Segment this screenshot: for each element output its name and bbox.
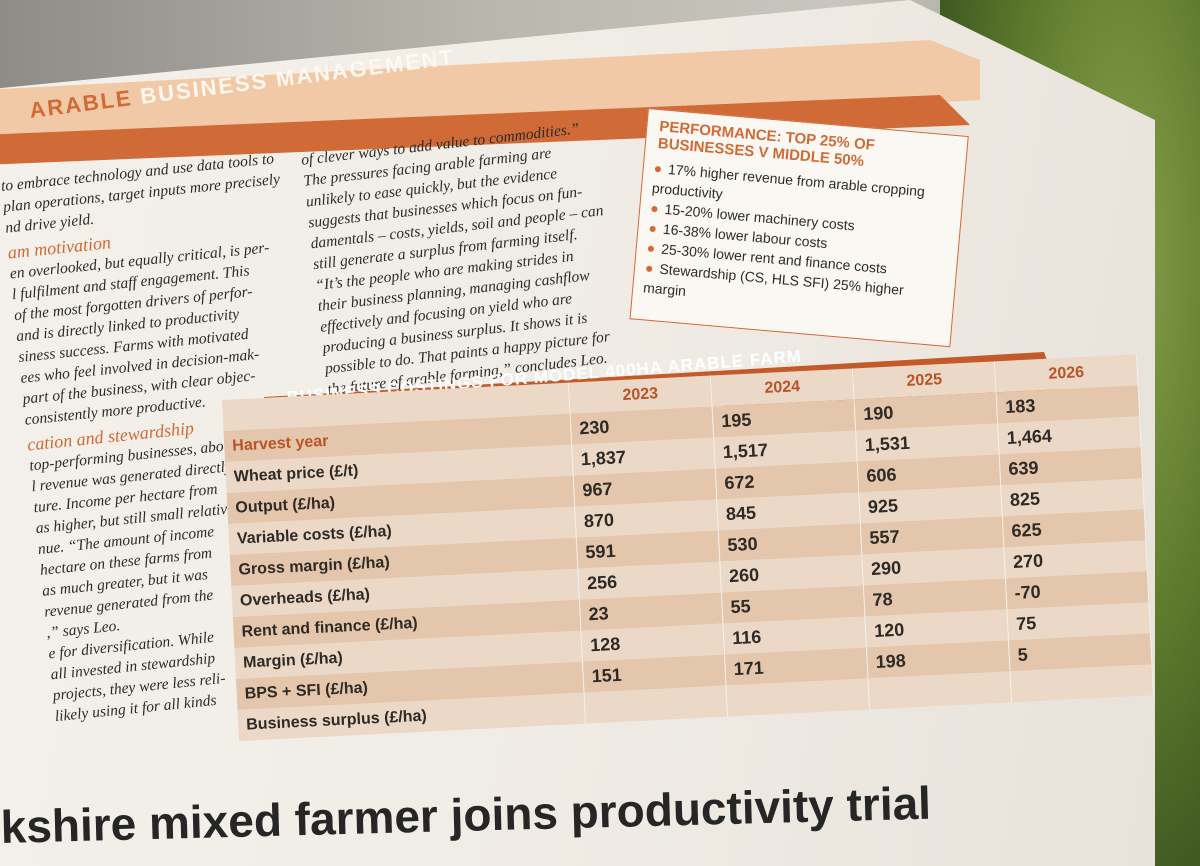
article-column-2: of clever ways to add value to commoditi… — [300, 117, 621, 401]
performance-list: 17% higher revenue from arable cropping … — [642, 158, 953, 324]
performance-box: PERFORMANCE: TOP 25% OF BUSINESSES V MID… — [629, 108, 969, 348]
magazine-page — [0, 0, 1155, 866]
costings-table: 2023 2024 2025 2026 Harvest year 230 195… — [222, 354, 1154, 741]
